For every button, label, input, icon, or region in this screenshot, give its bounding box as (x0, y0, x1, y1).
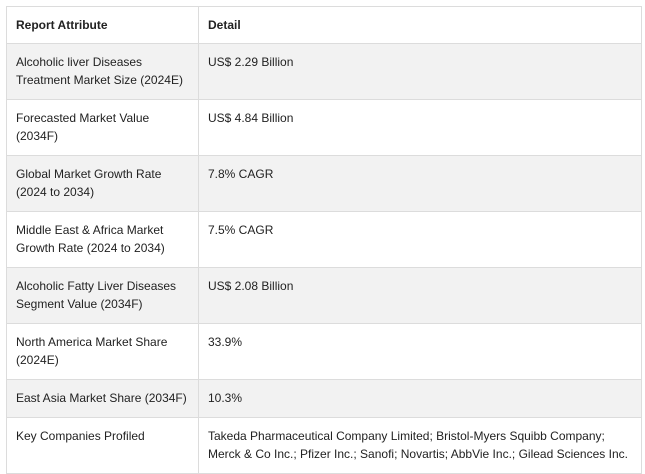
header-detail: Detail (198, 6, 642, 44)
detail-cell: US$ 2.08 Billion (198, 267, 642, 324)
table-row: North America Market Share (2024E) 33.9% (6, 323, 642, 380)
detail-cell: 10.3% (198, 379, 642, 418)
attribute-cell: Alcoholic Fatty Liver Diseases Segment V… (6, 267, 199, 324)
table-row: Forecasted Market Value (2034F) US$ 4.84… (6, 99, 642, 156)
detail-cell: 7.8% CAGR (198, 155, 642, 212)
table-row: Middle East & Africa Market Growth Rate … (6, 211, 642, 268)
table-row: Alcoholic liver Diseases Treatment Marke… (6, 43, 642, 100)
detail-cell: 33.9% (198, 323, 642, 380)
detail-cell: US$ 2.29 Billion (198, 43, 642, 100)
report-table-container: Report Attribute Detail Alcoholic liver … (6, 6, 642, 474)
table-row: Alcoholic Fatty Liver Diseases Segment V… (6, 267, 642, 324)
table-row: Key Companies Profiled Takeda Pharmaceut… (6, 417, 642, 474)
attribute-cell: North America Market Share (2024E) (6, 323, 199, 380)
table-header-row: Report Attribute Detail (6, 6, 642, 44)
attribute-cell: Forecasted Market Value (2034F) (6, 99, 199, 156)
table-row: Global Market Growth Rate (2024 to 2034)… (6, 155, 642, 212)
header-report-attribute: Report Attribute (6, 6, 199, 44)
detail-cell: US$ 4.84 Billion (198, 99, 642, 156)
attribute-cell: Global Market Growth Rate (2024 to 2034) (6, 155, 199, 212)
attribute-cell: Key Companies Profiled (6, 417, 199, 474)
attribute-cell: East Asia Market Share (2034F) (6, 379, 199, 418)
table-row: East Asia Market Share (2034F) 10.3% (6, 379, 642, 418)
detail-cell: Takeda Pharmaceutical Company Limited; B… (198, 417, 642, 474)
attribute-cell: Alcoholic liver Diseases Treatment Marke… (6, 43, 199, 100)
attribute-cell: Middle East & Africa Market Growth Rate … (6, 211, 199, 268)
detail-cell: 7.5% CAGR (198, 211, 642, 268)
report-attributes-table: Report Attribute Detail Alcoholic liver … (6, 6, 642, 474)
